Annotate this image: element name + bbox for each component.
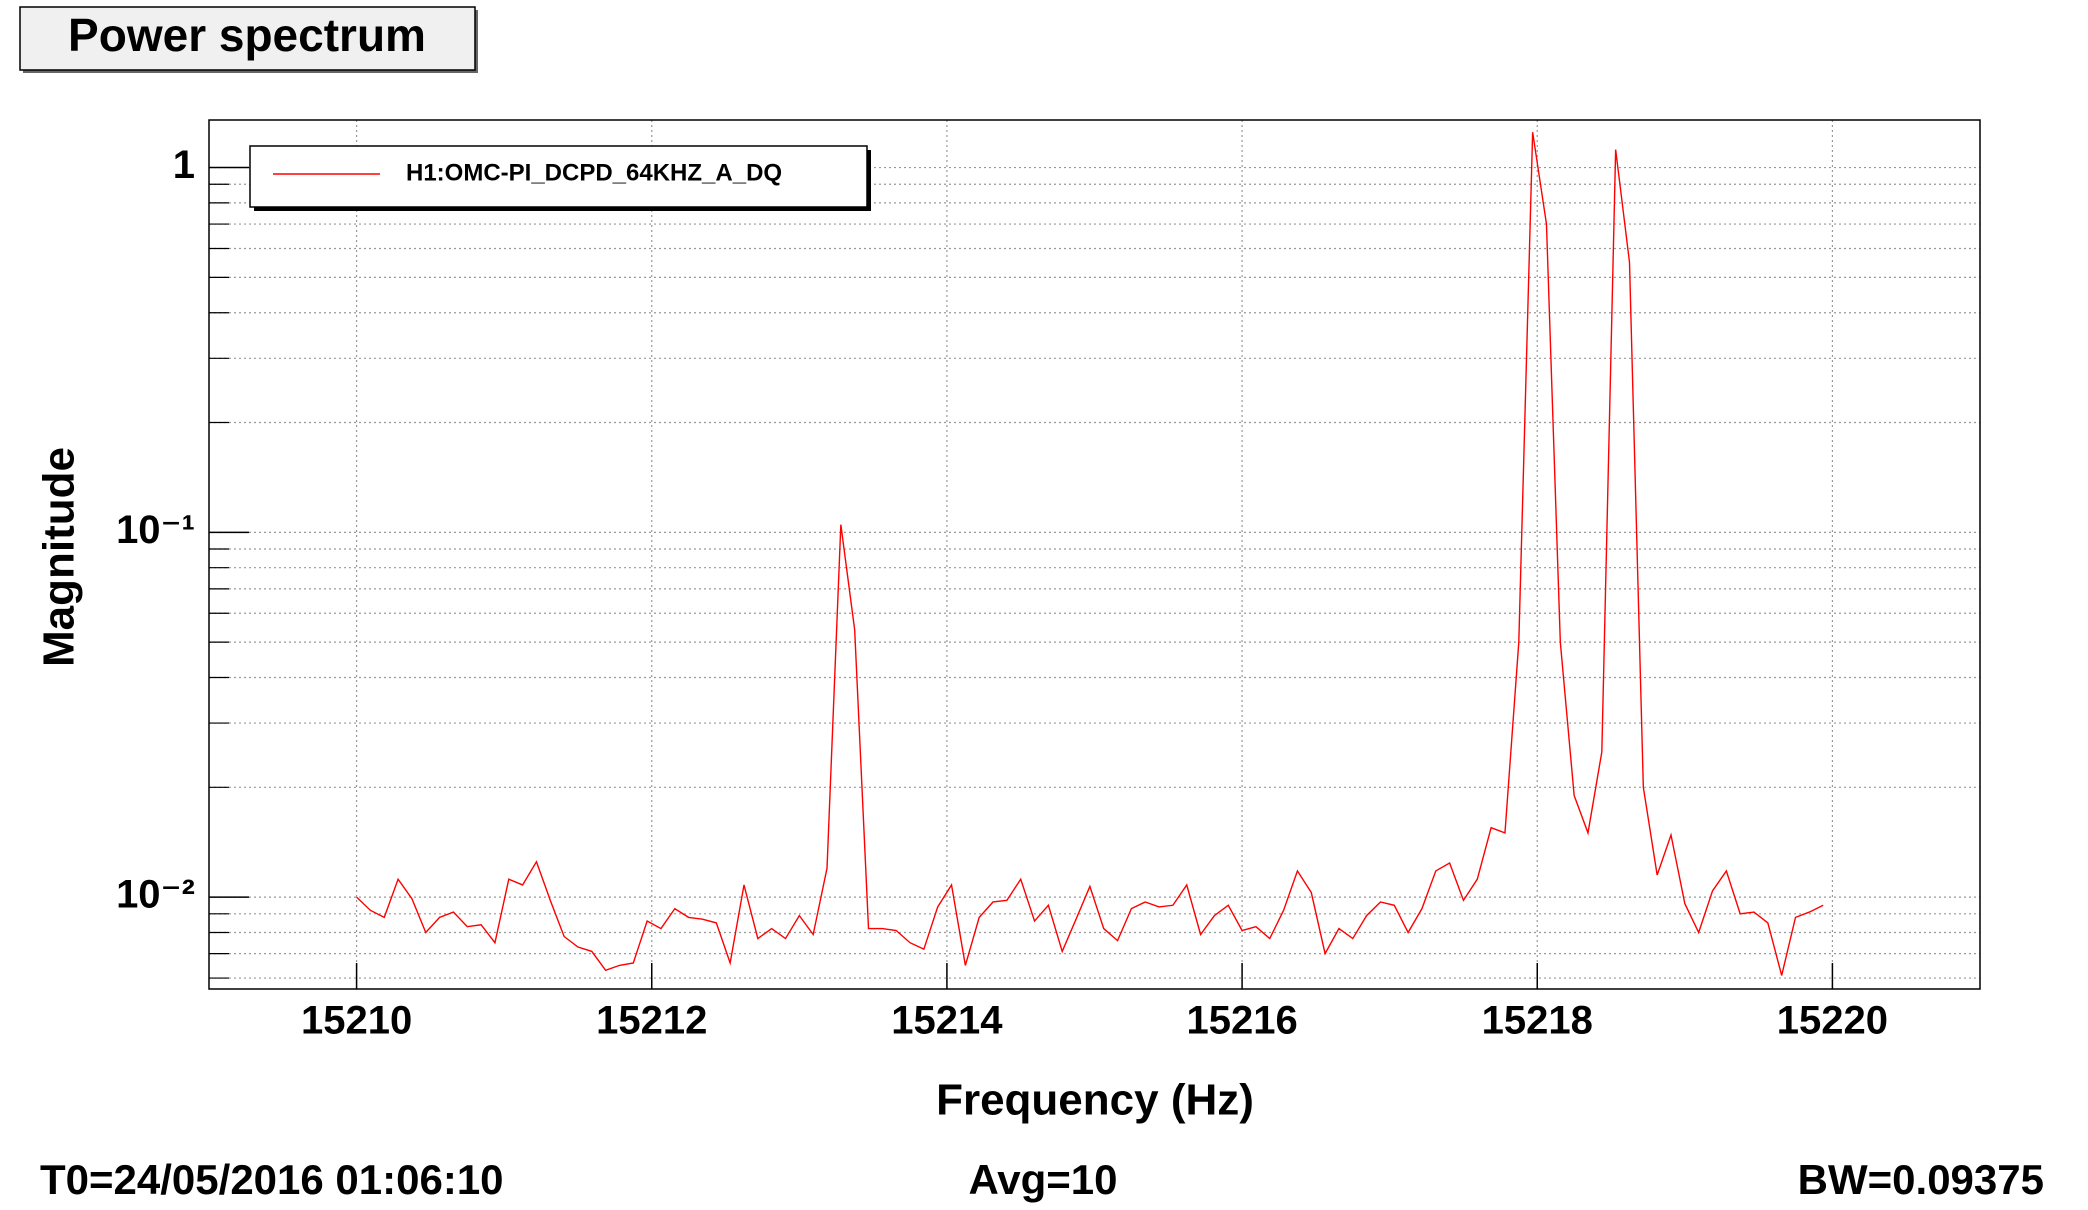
- legend-label: H1:OMC-PI_DCPD_64KHZ_A_DQ: [406, 159, 782, 186]
- x-tick-label: 15210: [301, 999, 412, 1043]
- y-tick-label: 1: [173, 143, 195, 187]
- footer-bandwidth: BW=0.09375: [1798, 1156, 2044, 1203]
- legend-box: [249, 145, 868, 208]
- x-axis-title: Frequency (Hz): [936, 1076, 1254, 1125]
- series-line: [356, 132, 1824, 976]
- x-tick-label: 15216: [1186, 999, 1297, 1043]
- footer-averages: Avg=10: [968, 1156, 1117, 1203]
- y-tick-label: 10⁻¹: [116, 508, 195, 552]
- legend: H1:OMC-PI_DCPD_64KHZ_A_DQ: [273, 159, 782, 186]
- y-axis-title: Magnitude: [35, 447, 84, 667]
- x-tick-label: 15218: [1482, 999, 1593, 1043]
- title-box: [19, 6, 476, 71]
- plot-area: [356, 132, 1824, 976]
- axes: 15210 15212 15214 15216 15218 15220 10⁻² 10⁻¹ 1: [116, 143, 1888, 1042]
- x-tick-label: 15220: [1777, 999, 1888, 1043]
- footer-start-time: T0=24/05/2016 01:06:10: [40, 1156, 504, 1203]
- x-tick-label: 15212: [596, 999, 707, 1043]
- x-tick-label: 15214: [891, 999, 1003, 1043]
- chart-title: Power spectrum: [68, 9, 426, 61]
- plot-frame: [208, 119, 1981, 990]
- grid: [209, 120, 1980, 989]
- y-tick-label: 10⁻²: [116, 873, 195, 917]
